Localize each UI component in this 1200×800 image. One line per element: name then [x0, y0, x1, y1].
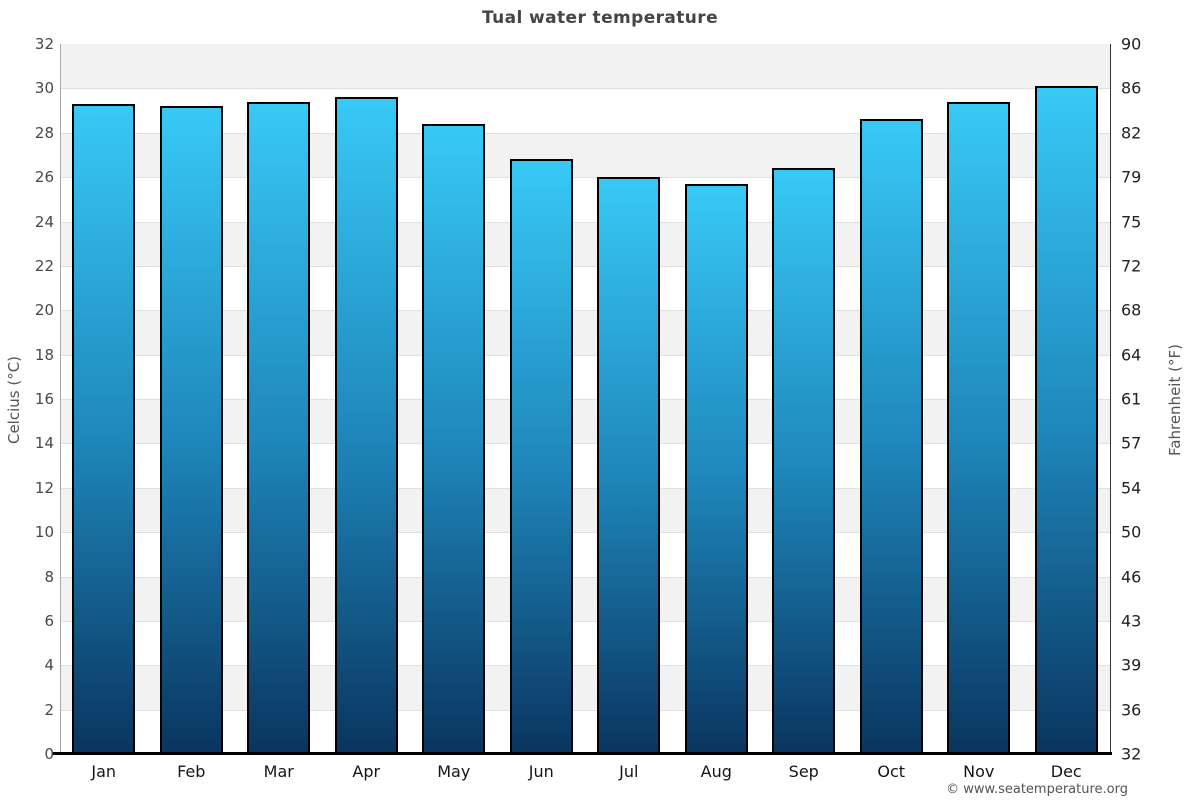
month-label-jan: Jan: [91, 762, 117, 781]
gridline: [60, 221, 1110, 223]
right-plot-border: [1110, 44, 1111, 754]
celsius-tick: 4: [44, 656, 54, 675]
month-label-jul: Jul: [619, 762, 639, 781]
gridline: [60, 399, 1110, 400]
month-label-sep: Sep: [788, 762, 819, 781]
temperature-bar-apr: [334, 97, 398, 754]
fahrenheit-tick: 72: [1121, 256, 1142, 276]
fahrenheit-tick: 75: [1121, 212, 1142, 231]
x-axis-line: [52, 752, 1112, 755]
temperature-bar-jun: [509, 159, 573, 754]
celsius-tick: 18: [34, 345, 54, 364]
gridline: [60, 265, 1110, 267]
gridline: [60, 665, 1110, 667]
gridline: [60, 310, 1110, 312]
plot-band: [60, 310, 1110, 355]
copyright-text: © www.seatemperature.org: [946, 782, 1128, 797]
month-label-nov: Nov: [963, 762, 995, 781]
plot-band: [60, 265, 1110, 311]
gridline: [60, 443, 1110, 445]
temperature-bar-mar: [247, 101, 311, 754]
plot-band: [60, 132, 1110, 178]
month-label-may: May: [437, 762, 471, 781]
month-label-mar: Mar: [263, 762, 294, 781]
plot-band: [60, 354, 1110, 399]
plot-band: [60, 44, 1110, 89]
month-label-dec: Dec: [1050, 762, 1082, 781]
celsius-tick: 20: [34, 301, 54, 320]
fahrenheit-tick: 57: [1121, 433, 1142, 453]
fahrenheit-tick: 86: [1121, 78, 1142, 98]
plot-band: [60, 221, 1110, 266]
fahrenheit-tick: 68: [1121, 300, 1142, 320]
plot-band: [60, 665, 1110, 710]
fahrenheit-tick: 82: [1121, 123, 1142, 143]
month-label-aug: Aug: [700, 762, 732, 781]
temperature-bar-aug: [684, 183, 748, 754]
temperature-bar-jul: [597, 177, 661, 754]
celsius-tick: 28: [34, 123, 54, 142]
month-label-feb: Feb: [177, 762, 206, 781]
fahrenheit-tick: 61: [1121, 389, 1142, 409]
plot-band: [60, 532, 1110, 577]
temperature-bar-feb: [159, 106, 223, 754]
fahrenheit-tick: 36: [1121, 700, 1142, 720]
celsius-tick: 8: [44, 567, 54, 586]
plot-band: [60, 709, 1110, 754]
celsius-tick: 30: [34, 79, 54, 98]
celsius-tick: 22: [34, 256, 54, 275]
fahrenheit-tick: 64: [1121, 345, 1142, 365]
plot-band: [60, 576, 1110, 621]
gridline: [60, 532, 1110, 534]
fahrenheit-tick: 32: [1121, 744, 1142, 764]
fahrenheit-tick: 90: [1121, 34, 1142, 54]
temperature-bar-may: [422, 123, 486, 754]
celsius-tick: 0: [44, 745, 54, 763]
gridline: [60, 487, 1110, 489]
plot-band: [60, 399, 1110, 444]
gridline: [60, 177, 1110, 179]
plot-band: [60, 487, 1110, 533]
plot-band: [60, 177, 1110, 222]
fahrenheit-tick: 43: [1121, 611, 1142, 631]
chart-title: Tual water temperature: [481, 8, 719, 28]
gridline: [60, 709, 1110, 711]
temperature-bar-jan: [72, 103, 136, 754]
plot-band: [60, 88, 1110, 133]
temperature-bar-dec: [1034, 86, 1098, 754]
temperature-bar-nov: [947, 101, 1011, 754]
plot-band: [60, 620, 1110, 666]
right-axis-title: Fahrenheit (°F): [1166, 344, 1184, 456]
fahrenheit-tick: 39: [1121, 655, 1142, 675]
gridline: [60, 132, 1110, 134]
left-plot-border: [60, 44, 61, 754]
fahrenheit-tick: 79: [1121, 167, 1142, 187]
celsius-tick: 6: [44, 611, 54, 630]
month-label-oct: Oct: [877, 762, 906, 781]
gridline: [60, 620, 1110, 622]
gridline: [60, 576, 1110, 578]
celsius-tick: 12: [34, 478, 54, 497]
celsius-tick: 24: [34, 212, 54, 231]
celsius-tick: 14: [34, 434, 54, 453]
celsius-tick: 16: [34, 390, 54, 408]
month-label-apr: Apr: [352, 762, 381, 781]
left-axis-title: Celcius (°C): [5, 355, 23, 445]
celsius-tick: 2: [44, 700, 54, 719]
celsius-tick: 32: [34, 35, 54, 53]
fahrenheit-tick: 54: [1121, 478, 1142, 498]
month-label-jun: Jun: [528, 762, 554, 781]
fahrenheit-tick: 50: [1121, 522, 1142, 542]
celsius-tick: 10: [34, 523, 54, 542]
gridline: [60, 88, 1110, 90]
fahrenheit-tick: 46: [1121, 567, 1142, 586]
gridline: [60, 354, 1110, 356]
temperature-bar-sep: [772, 168, 836, 754]
celsius-tick: 26: [34, 168, 54, 187]
temperature-bar-oct: [859, 119, 923, 754]
plot-band: [60, 443, 1110, 488]
